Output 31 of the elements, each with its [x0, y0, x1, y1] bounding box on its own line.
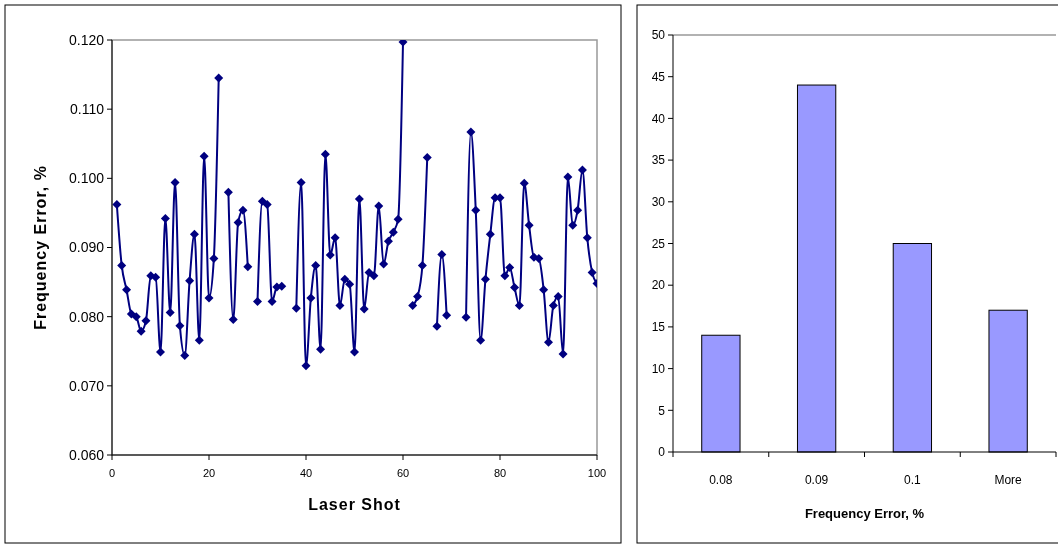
x-tick-label: 0.08 — [709, 473, 733, 487]
x-tick-label: 0.1 — [904, 473, 922, 487]
x-tick-label: 80 — [493, 467, 507, 479]
x-tick-label: 60 — [396, 467, 410, 479]
y-tick-label: 0 — [658, 445, 666, 460]
x-tick-label: More — [994, 473, 1023, 487]
y-tick-label: 30 — [651, 195, 666, 209]
y-tick-label: 15 — [651, 320, 666, 335]
y-tick-label: 45 — [651, 69, 666, 84]
y-tick-label: 0.070 — [68, 377, 105, 394]
y-tick-label: 40 — [651, 111, 666, 126]
y-tick-label: 0.090 — [68, 239, 105, 256]
x-tick-label: 40 — [299, 467, 313, 479]
y-tick-label: 0.080 — [68, 308, 105, 325]
y-tick-label: 0.060 — [68, 446, 105, 463]
y-tick-label: 35 — [651, 153, 666, 168]
y-axis-title: Frequency Error, % — [32, 165, 49, 330]
y-tick-label: 10 — [651, 361, 666, 376]
x-tick-label: 0 — [108, 467, 116, 479]
x-tick-label: 100 — [587, 467, 607, 479]
y-tick-label: 0.100 — [68, 170, 105, 187]
x-tick-label: 20 — [202, 467, 216, 479]
y-tick-label: 0.120 — [68, 31, 105, 48]
x-axis-title: Frequency Error, % — [804, 506, 925, 521]
x-tick-label: 0.09 — [804, 473, 829, 487]
x-axis-title: Laser Shot — [308, 496, 401, 513]
y-tick-label: 50 — [651, 28, 666, 43]
y-tick-label: 0.110 — [70, 101, 105, 118]
y-tick-label: 5 — [658, 403, 666, 418]
y-tick-label: 20 — [651, 278, 666, 293]
y-tick-label: 25 — [651, 236, 666, 251]
